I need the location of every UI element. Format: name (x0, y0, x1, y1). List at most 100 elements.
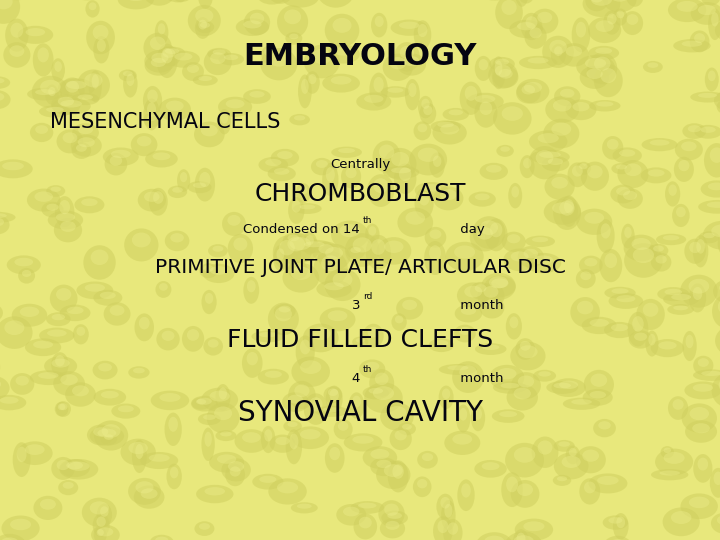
Ellipse shape (52, 359, 70, 368)
Ellipse shape (265, 371, 282, 378)
Ellipse shape (383, 166, 419, 179)
Ellipse shape (655, 449, 693, 475)
Ellipse shape (430, 230, 441, 239)
Ellipse shape (158, 23, 166, 35)
Ellipse shape (415, 182, 449, 199)
Ellipse shape (365, 224, 379, 244)
Ellipse shape (600, 68, 616, 83)
Ellipse shape (338, 148, 355, 153)
Ellipse shape (378, 500, 405, 527)
Ellipse shape (244, 10, 270, 35)
Ellipse shape (118, 406, 134, 412)
Ellipse shape (569, 448, 577, 456)
Ellipse shape (469, 192, 496, 207)
Ellipse shape (331, 220, 369, 249)
Ellipse shape (436, 494, 454, 519)
Ellipse shape (316, 280, 351, 298)
Ellipse shape (144, 50, 176, 73)
Ellipse shape (289, 33, 299, 39)
Ellipse shape (701, 126, 716, 133)
Ellipse shape (544, 199, 581, 225)
Ellipse shape (304, 45, 340, 78)
Ellipse shape (59, 200, 70, 214)
Ellipse shape (690, 92, 720, 103)
Ellipse shape (472, 216, 505, 249)
Ellipse shape (603, 0, 636, 12)
Ellipse shape (128, 366, 150, 379)
Ellipse shape (285, 32, 302, 45)
Ellipse shape (708, 71, 716, 81)
Ellipse shape (457, 480, 474, 511)
Ellipse shape (576, 269, 595, 288)
Ellipse shape (441, 497, 450, 509)
Ellipse shape (150, 390, 189, 410)
Ellipse shape (305, 71, 320, 94)
Ellipse shape (621, 224, 635, 248)
Ellipse shape (374, 16, 384, 27)
Ellipse shape (148, 454, 170, 462)
Ellipse shape (374, 77, 384, 92)
Ellipse shape (586, 69, 603, 79)
Ellipse shape (429, 152, 445, 178)
Ellipse shape (668, 396, 688, 420)
Ellipse shape (493, 102, 531, 134)
Ellipse shape (643, 303, 658, 317)
Text: month: month (456, 299, 503, 312)
Ellipse shape (372, 239, 385, 255)
Ellipse shape (289, 237, 311, 250)
Ellipse shape (10, 373, 35, 395)
Ellipse shape (295, 240, 333, 253)
Ellipse shape (269, 52, 289, 66)
Ellipse shape (388, 460, 408, 492)
Ellipse shape (26, 28, 45, 36)
Ellipse shape (35, 192, 53, 202)
Ellipse shape (243, 277, 259, 304)
Ellipse shape (405, 79, 420, 110)
Ellipse shape (485, 299, 499, 309)
Ellipse shape (518, 375, 534, 388)
Ellipse shape (294, 384, 310, 397)
Text: SYNOVIAL CAVITY: SYNOVIAL CAVITY (238, 399, 482, 427)
Ellipse shape (381, 86, 410, 98)
Ellipse shape (14, 258, 33, 266)
Ellipse shape (230, 467, 240, 477)
Ellipse shape (331, 147, 362, 158)
Ellipse shape (0, 218, 4, 226)
Ellipse shape (204, 487, 225, 495)
Ellipse shape (68, 462, 89, 471)
Ellipse shape (387, 512, 402, 519)
Ellipse shape (195, 17, 210, 39)
Ellipse shape (665, 289, 682, 295)
Ellipse shape (358, 503, 377, 509)
Ellipse shape (58, 78, 95, 97)
Ellipse shape (608, 293, 643, 309)
Ellipse shape (167, 51, 200, 68)
Ellipse shape (413, 476, 431, 497)
Ellipse shape (312, 241, 340, 262)
Ellipse shape (594, 64, 623, 97)
Ellipse shape (346, 245, 365, 259)
Ellipse shape (32, 76, 69, 108)
Ellipse shape (462, 483, 471, 497)
Ellipse shape (701, 371, 720, 376)
Ellipse shape (464, 286, 482, 298)
Ellipse shape (616, 187, 630, 195)
Ellipse shape (513, 388, 531, 400)
Ellipse shape (202, 290, 217, 314)
Ellipse shape (457, 282, 490, 308)
Ellipse shape (682, 403, 717, 433)
Ellipse shape (516, 79, 549, 104)
Ellipse shape (510, 342, 546, 370)
Ellipse shape (268, 302, 299, 335)
Ellipse shape (212, 49, 225, 55)
Ellipse shape (9, 45, 24, 57)
Ellipse shape (483, 286, 498, 298)
Ellipse shape (560, 89, 575, 98)
Ellipse shape (523, 521, 544, 531)
Ellipse shape (46, 185, 66, 197)
Ellipse shape (165, 231, 189, 251)
Ellipse shape (591, 0, 612, 6)
Ellipse shape (698, 5, 716, 15)
Ellipse shape (277, 482, 298, 494)
Ellipse shape (1, 516, 40, 540)
